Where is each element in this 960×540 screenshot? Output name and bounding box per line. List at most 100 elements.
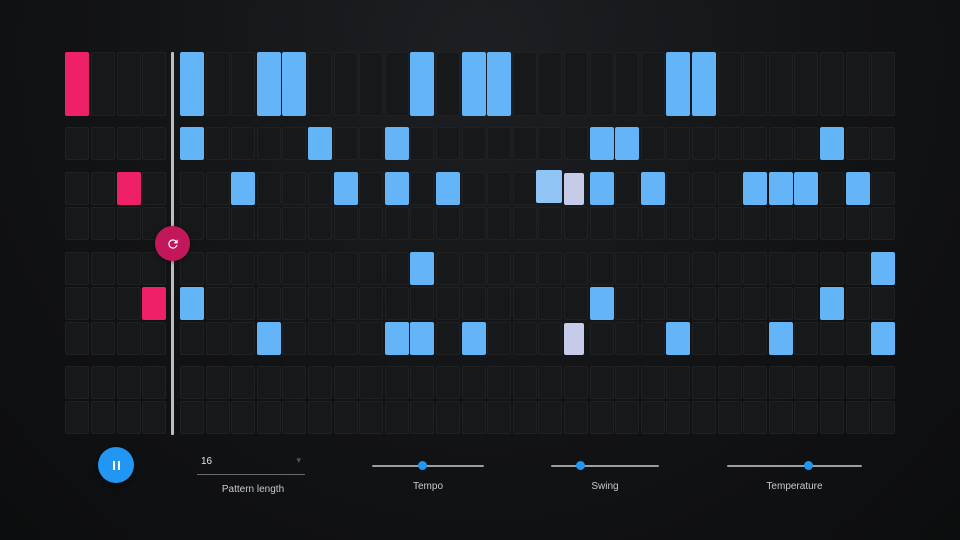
step-cell[interactable]	[282, 252, 307, 285]
step-cell[interactable]	[231, 252, 256, 285]
step-cell[interactable]	[871, 366, 896, 399]
step-cell[interactable]	[743, 366, 768, 399]
generated-step-cell[interactable]	[256, 52, 281, 116]
step-cell[interactable]	[845, 127, 870, 160]
step-cell[interactable]	[231, 52, 256, 116]
step-cell[interactable]	[461, 127, 486, 160]
step-cell[interactable]	[615, 401, 640, 434]
step-cell[interactable]	[487, 252, 512, 285]
generated-step-cell[interactable]	[461, 52, 486, 116]
step-cell[interactable]	[116, 322, 141, 355]
step-cell[interactable]	[794, 52, 819, 116]
generated-step-cell[interactable]	[666, 52, 691, 116]
step-cell[interactable]	[666, 366, 691, 399]
step-cell[interactable]	[333, 127, 358, 160]
pattern-length-select[interactable]: 16 ▾ Pattern length	[197, 450, 305, 500]
step-cell[interactable]	[461, 366, 486, 399]
step-cell[interactable]	[615, 52, 640, 116]
step-cell[interactable]	[512, 366, 537, 399]
step-cell[interactable]	[743, 401, 768, 434]
step-cell[interactable]	[845, 252, 870, 285]
step-cell[interactable]	[410, 172, 435, 205]
generated-step-cell[interactable]	[384, 322, 409, 355]
step-cell[interactable]	[90, 52, 115, 116]
step-cell[interactable]	[142, 401, 167, 434]
step-cell[interactable]	[116, 401, 141, 434]
step-cell[interactable]	[205, 207, 230, 240]
step-cell[interactable]	[308, 252, 332, 285]
step-cell[interactable]	[820, 252, 844, 285]
step-cell[interactable]	[717, 287, 742, 320]
tempo-slider[interactable]: Tempo	[372, 450, 484, 492]
step-cell[interactable]	[359, 172, 384, 205]
step-cell[interactable]	[256, 287, 281, 320]
step-cell[interactable]	[308, 207, 332, 240]
step-cell[interactable]	[359, 252, 384, 285]
generated-step-cell[interactable]	[871, 322, 896, 355]
step-cell[interactable]	[640, 127, 665, 160]
step-cell[interactable]	[410, 127, 435, 160]
generated-step-cell[interactable]	[180, 287, 204, 320]
step-cell[interactable]	[436, 252, 460, 285]
step-cell[interactable]	[410, 287, 435, 320]
step-cell[interactable]	[589, 366, 614, 399]
step-cell[interactable]	[512, 207, 537, 240]
step-cell[interactable]	[384, 252, 409, 285]
step-cell[interactable]	[743, 207, 768, 240]
generated-step-cell[interactable]	[308, 127, 332, 160]
step-cell[interactable]	[820, 172, 844, 205]
step-cell[interactable]	[768, 127, 793, 160]
step-cell[interactable]	[410, 401, 435, 434]
generated-step-cell[interactable]	[436, 172, 460, 205]
generated-step-cell[interactable]	[384, 172, 409, 205]
step-cell[interactable]	[538, 127, 563, 160]
tempo-slider-track[interactable]	[372, 465, 484, 467]
step-cell[interactable]	[384, 207, 409, 240]
generated-step-cell[interactable]	[615, 127, 640, 160]
step-cell[interactable]	[871, 401, 896, 434]
step-cell[interactable]	[333, 401, 358, 434]
step-cell[interactable]	[615, 207, 640, 240]
step-cell[interactable]	[142, 172, 167, 205]
step-cell[interactable]	[820, 52, 844, 116]
step-cell[interactable]	[538, 52, 563, 116]
step-cell[interactable]	[90, 401, 115, 434]
step-cell[interactable]	[615, 172, 640, 205]
step-cell[interactable]	[564, 366, 588, 399]
generated-step-cell[interactable]	[231, 172, 256, 205]
step-cell[interactable]	[615, 287, 640, 320]
step-cell[interactable]	[116, 207, 141, 240]
step-cell[interactable]	[142, 52, 167, 116]
generated-step-cell[interactable]	[871, 252, 896, 285]
seed-step-cell[interactable]	[142, 287, 167, 320]
step-cell[interactable]	[205, 322, 230, 355]
step-cell[interactable]	[308, 401, 332, 434]
step-cell[interactable]	[256, 172, 281, 205]
generated-step-cell[interactable]	[282, 52, 307, 116]
step-cell[interactable]	[794, 287, 819, 320]
step-cell[interactable]	[666, 287, 691, 320]
swing-slider[interactable]: Swing	[551, 450, 659, 492]
step-cell[interactable]	[205, 52, 230, 116]
seed-step-cell[interactable]	[65, 52, 89, 116]
generated-step-cell[interactable]	[487, 52, 512, 116]
step-cell[interactable]	[231, 127, 256, 160]
step-cell[interactable]	[512, 52, 537, 116]
step-cell[interactable]	[487, 287, 512, 320]
step-cell[interactable]	[692, 207, 716, 240]
step-cell[interactable]	[231, 401, 256, 434]
step-cell[interactable]	[142, 366, 167, 399]
step-cell[interactable]	[65, 207, 89, 240]
step-cell[interactable]	[205, 252, 230, 285]
step-cell[interactable]	[231, 366, 256, 399]
step-cell[interactable]	[666, 401, 691, 434]
step-cell[interactable]	[666, 252, 691, 285]
step-cell[interactable]	[743, 287, 768, 320]
step-cell[interactable]	[640, 207, 665, 240]
step-cell[interactable]	[589, 52, 614, 116]
step-cell[interactable]	[640, 52, 665, 116]
step-cell[interactable]	[845, 207, 870, 240]
generated-step-cell[interactable]	[820, 127, 844, 160]
step-cell[interactable]	[308, 322, 332, 355]
generated-step-cell[interactable]	[410, 322, 435, 355]
